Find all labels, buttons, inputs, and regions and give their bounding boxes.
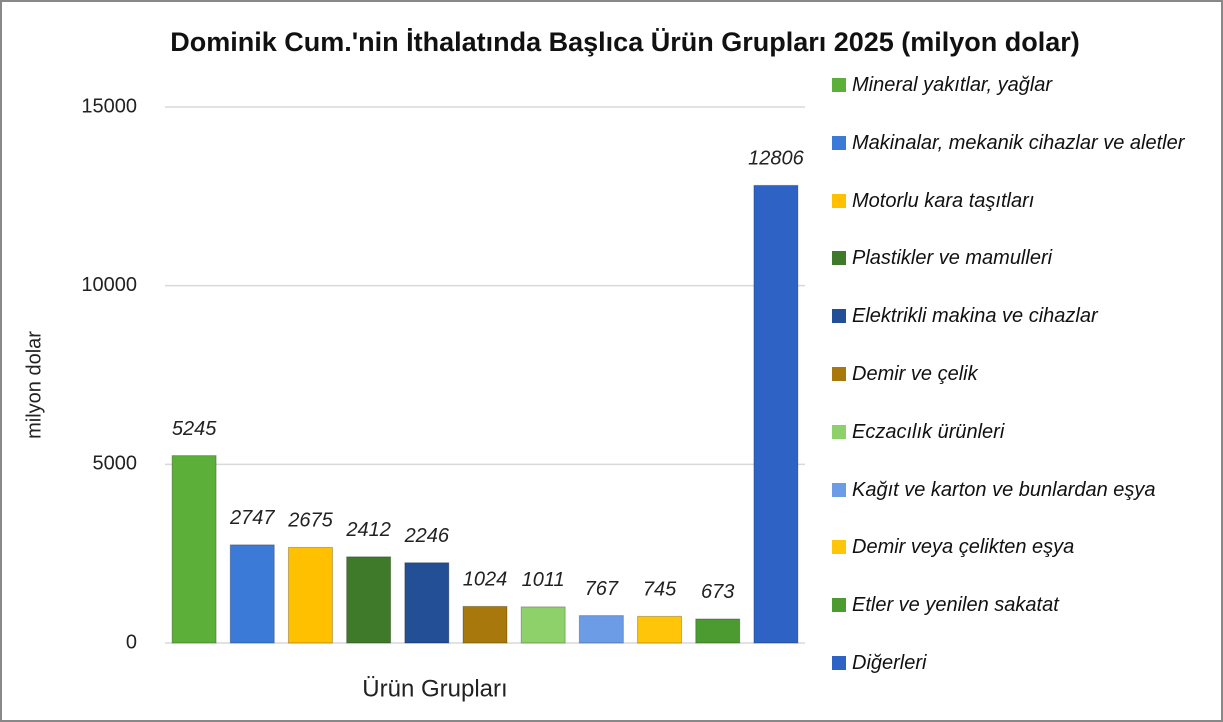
legend-item: Mineral yakıtlar, yağlar <box>832 73 1223 97</box>
y-axis-label: milyon dolar <box>23 331 45 439</box>
legend-label: Makinalar, mekanik cihazlar ve aletler <box>852 131 1185 154</box>
legend-label: Etler ve yenilen sakatat <box>852 594 1059 617</box>
bar <box>287 546 333 644</box>
legend-label: Demir veya çelikten eşya <box>852 536 1075 559</box>
value-label: 745 <box>643 579 677 601</box>
legend-item: Eczacılık ürünleri <box>832 420 1223 444</box>
bar <box>520 606 566 644</box>
legend-label: Motorlu kara taşıtları <box>852 189 1035 212</box>
value-label: 5245 <box>172 418 217 440</box>
legend-swatch <box>832 598 846 613</box>
bar <box>229 544 275 644</box>
legend-label: Diğerleri <box>852 652 927 674</box>
legend-swatch <box>832 193 846 208</box>
legend-label: Mineral yakıtlar, yağlar <box>852 74 1053 96</box>
legend-label: Elektrikli makina ve cihazlar <box>852 305 1098 328</box>
bar <box>695 618 741 644</box>
legend-swatch <box>832 135 846 150</box>
legend-label: Demir ve çelik <box>852 363 978 385</box>
legend-item: Plastikler ve mamulleri <box>832 246 1223 270</box>
legend-swatch <box>832 424 846 439</box>
legend-swatch <box>832 367 846 381</box>
x-axis-label: Ürün Grupları <box>362 675 507 702</box>
legend-item: Demir veya çelikten eşya <box>832 535 1223 559</box>
legend-item: Makinalar, mekanik cihazlar ve aletler <box>832 131 1223 155</box>
legend-item: Demir ve çelik <box>832 362 1223 386</box>
bar <box>171 455 217 644</box>
bar <box>404 562 450 644</box>
value-label: 2747 <box>229 507 275 529</box>
legend-label: Eczacılık ürünleri <box>852 420 1005 443</box>
value-label: 2675 <box>287 510 333 532</box>
value-label: 673 <box>701 581 734 603</box>
legend-item: Kağıt ve karton ve bunlardan eşya <box>832 478 1223 502</box>
value-label: 12806 <box>748 148 804 170</box>
value-label: 2246 <box>404 525 450 547</box>
y-tick-label: 5000 <box>93 453 138 475</box>
legend-swatch <box>832 309 846 324</box>
legend-swatch <box>832 656 846 670</box>
value-label: 2412 <box>345 519 391 541</box>
y-tick-label: 0 <box>126 631 137 653</box>
chart-title: Dominik Cum.'nin İthalatında Başlıca Ürü… <box>170 27 1080 57</box>
bar <box>578 615 624 644</box>
value-label: 1011 <box>522 569 565 591</box>
legend-swatch <box>832 540 846 555</box>
bar <box>753 184 799 644</box>
value-label: 767 <box>585 578 619 600</box>
legend-item: Elektrikli makina ve cihazlar <box>832 304 1223 328</box>
legend-item: Motorlu kara taşıtları <box>832 189 1223 213</box>
bar <box>346 556 392 644</box>
legend-swatch <box>832 482 846 497</box>
bar <box>637 615 683 644</box>
legend-label: Plastikler ve mamulleri <box>852 247 1053 270</box>
legend-item: Diğerleri <box>832 651 1223 675</box>
legend-item: Etler ve yenilen sakatat <box>832 593 1223 617</box>
y-tick-label: 10000 <box>81 274 137 296</box>
bar <box>462 605 508 644</box>
value-label: 1024 <box>463 569 508 591</box>
y-tick-label: 15000 <box>81 95 137 117</box>
legend-swatch <box>832 251 846 266</box>
legend-label: Kağıt ve karton ve bunlardan eşya <box>852 478 1156 501</box>
legend-swatch <box>832 78 846 92</box>
